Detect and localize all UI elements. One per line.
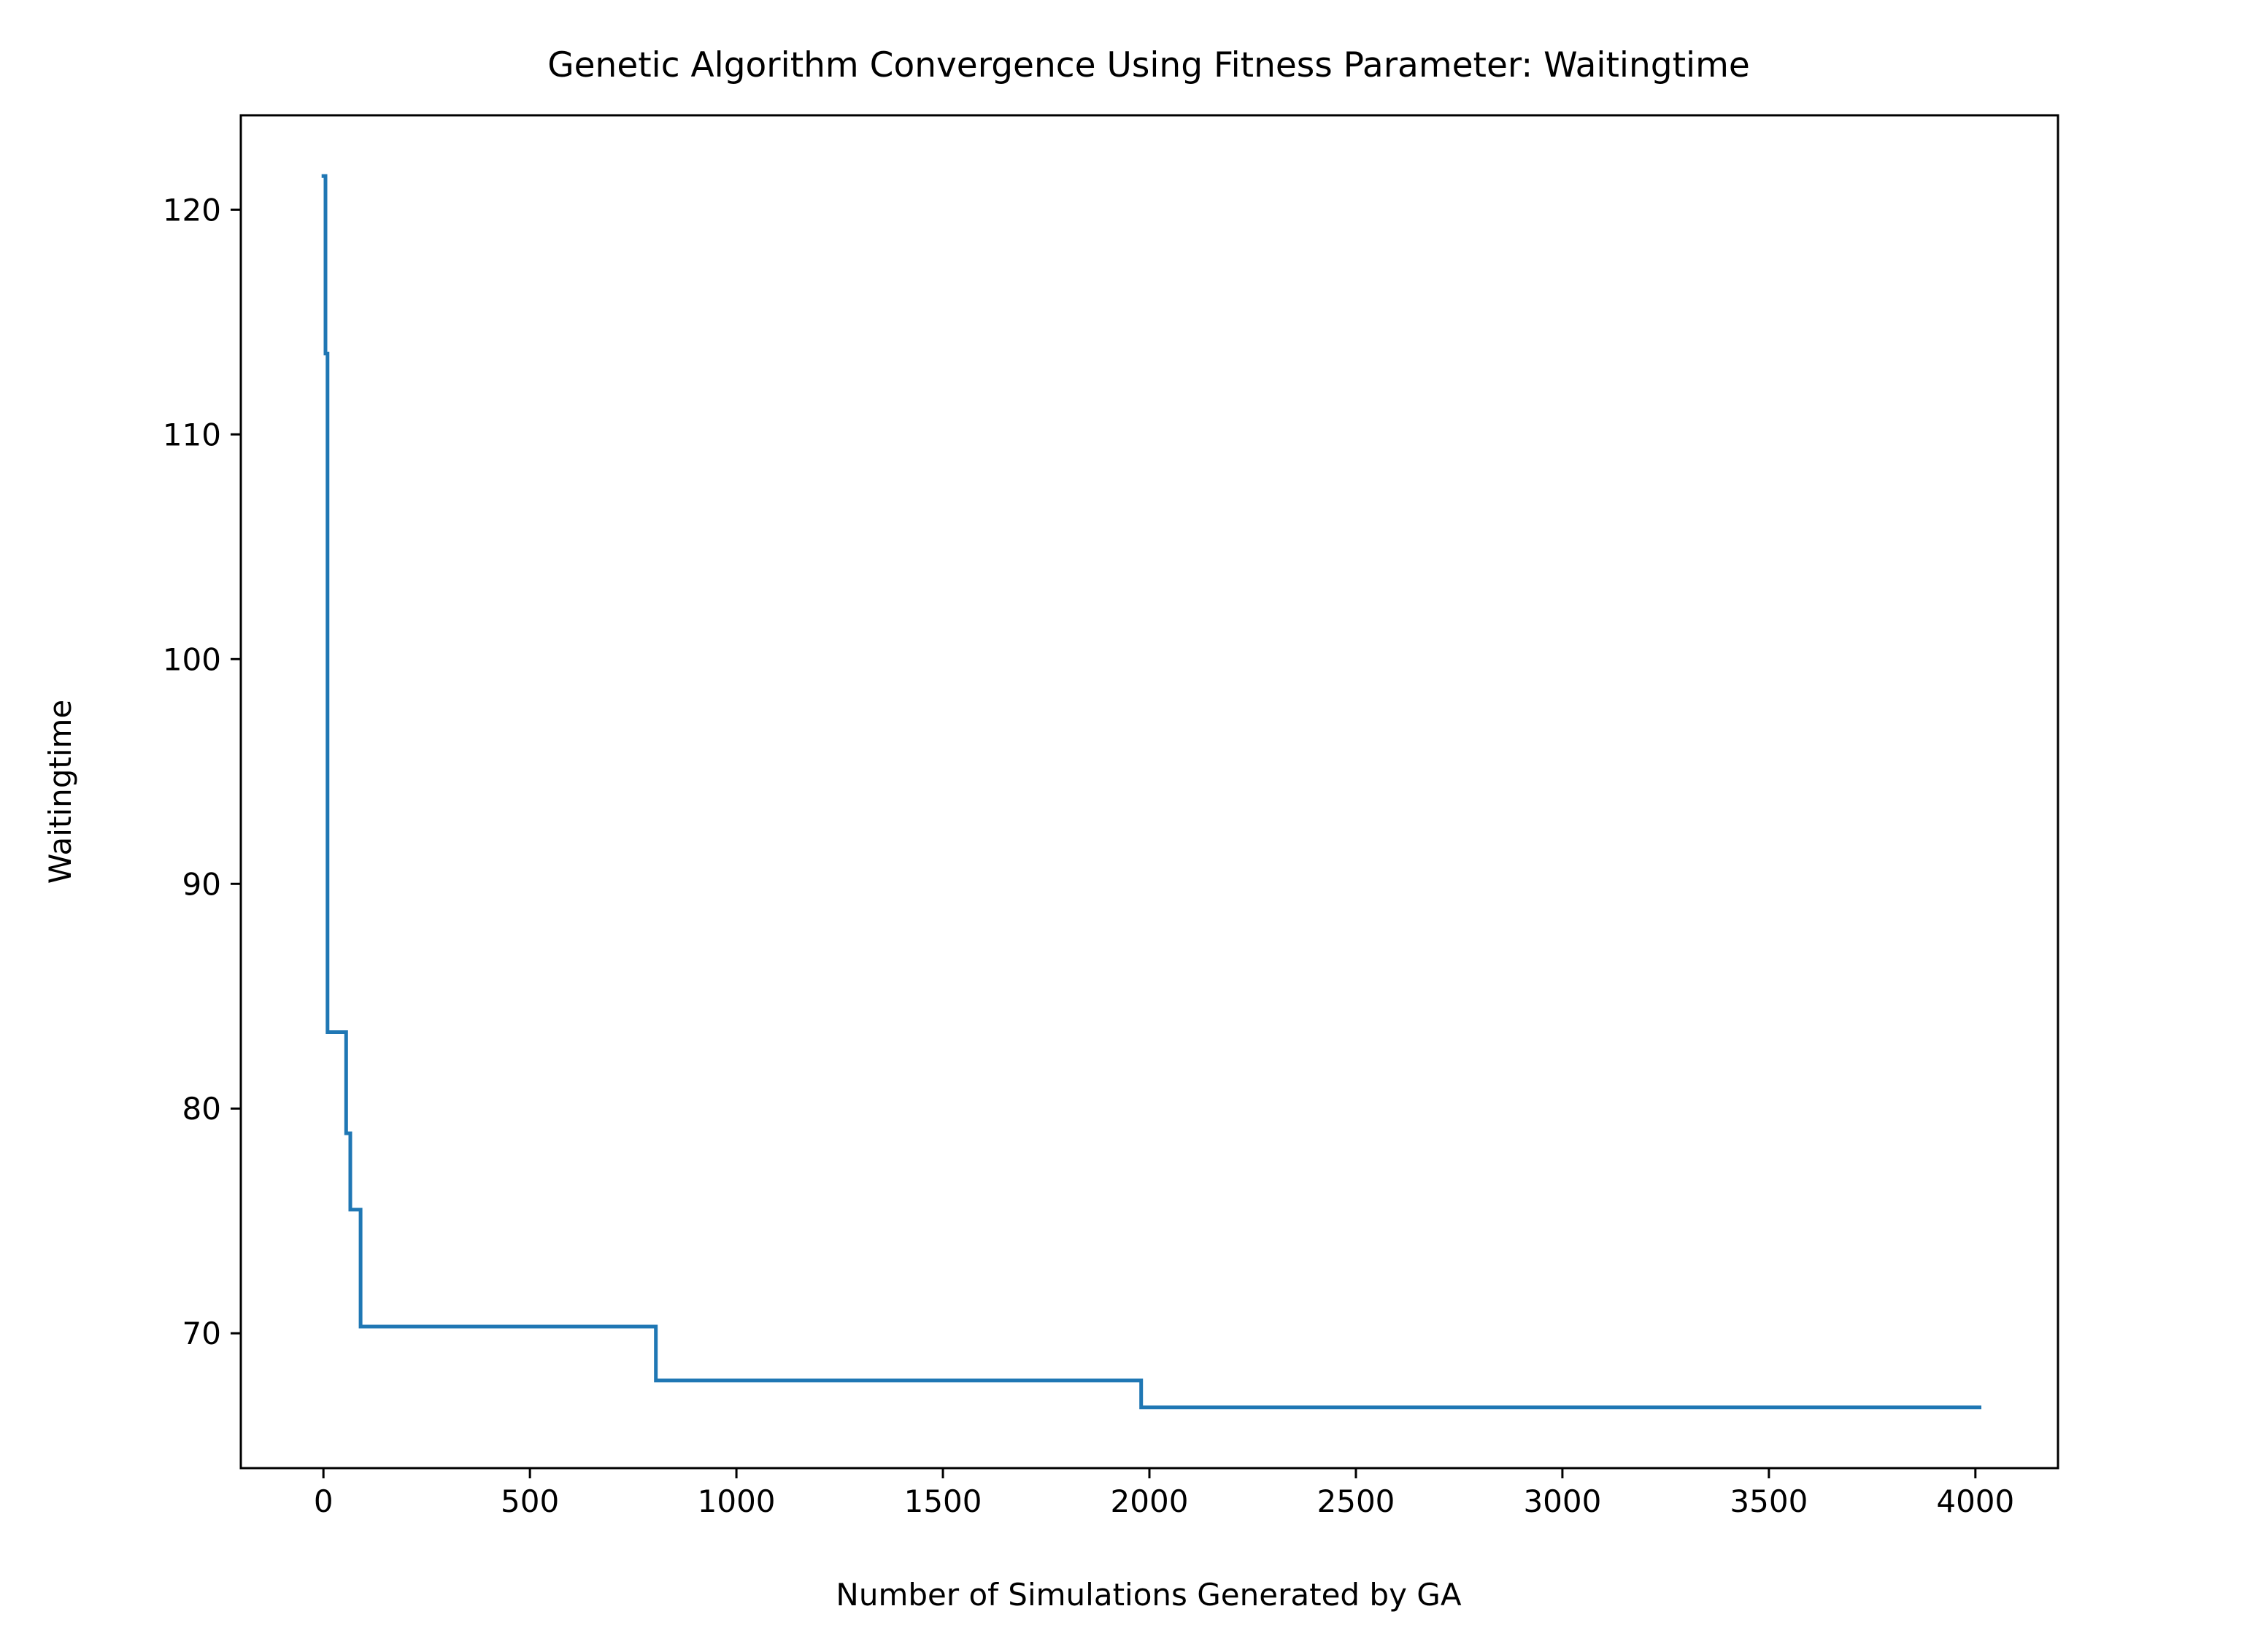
x-axis-label: Number of Simulations Generated by GA xyxy=(836,1577,1461,1613)
y-tick-label: 90 xyxy=(182,866,221,902)
x-tick-label: 3500 xyxy=(1730,1483,1808,1519)
y-tick-label: 110 xyxy=(163,417,221,452)
plot-area xyxy=(321,174,1981,1410)
series-line-0 xyxy=(321,174,1981,1410)
x-tick-label: 0 xyxy=(314,1483,334,1519)
x-tick-label: 3000 xyxy=(1523,1483,1601,1519)
x-tick-label: 500 xyxy=(501,1483,559,1519)
y-tick-label: 80 xyxy=(182,1091,221,1127)
y-tick-label: 100 xyxy=(163,641,221,677)
x-tick-label: 1500 xyxy=(904,1483,982,1519)
chart-title: Genetic Algorithm Convergence Using Fitn… xyxy=(547,45,1750,85)
y-tick-label: 120 xyxy=(163,192,221,228)
x-tick-label: 2000 xyxy=(1111,1483,1189,1519)
y-axis-label: Waitingtime xyxy=(42,700,78,884)
x-tick-label: 4000 xyxy=(1936,1483,2014,1519)
x-tick-label: 1000 xyxy=(698,1483,776,1519)
x-tick-label: 2500 xyxy=(1317,1483,1395,1519)
axis-ticks: 0 500 1000 1500 2000 2500 3000 3500 4000 70 80 90 10… xyxy=(163,192,2014,1519)
y-tick-label: 70 xyxy=(182,1316,221,1351)
